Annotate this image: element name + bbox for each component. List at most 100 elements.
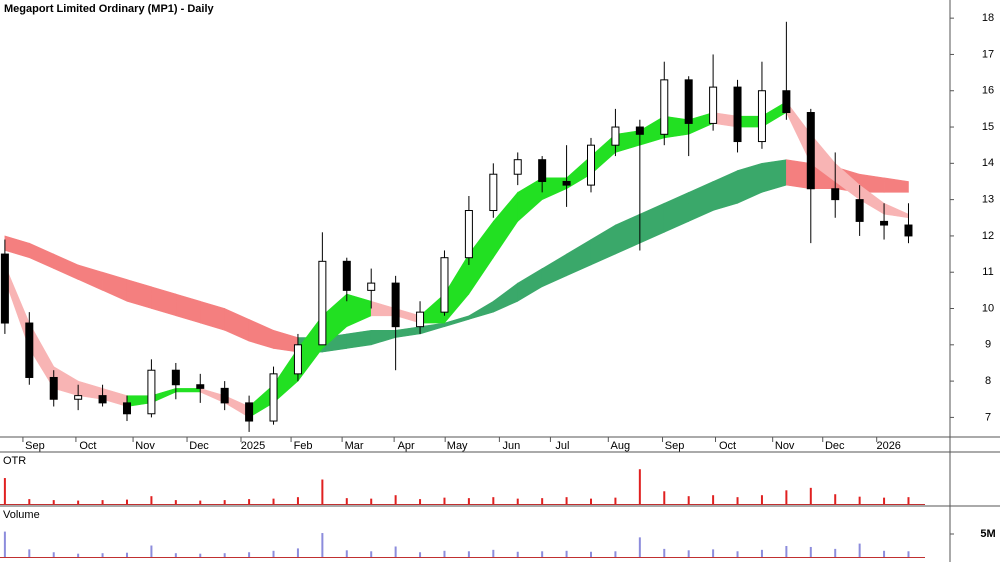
bar: [443, 550, 446, 558]
bar: [223, 500, 226, 505]
bar: [907, 497, 910, 505]
x-tick-label: Oct: [719, 440, 736, 452]
bar: [760, 549, 763, 558]
bar: [614, 497, 617, 505]
x-tick-label: 2025: [241, 440, 265, 452]
bar: [712, 549, 715, 558]
bar: [516, 498, 519, 505]
bar: [663, 548, 666, 558]
bar: [687, 496, 690, 505]
candle-body: [391, 282, 400, 328]
bar: [150, 545, 153, 558]
bar: [907, 551, 910, 558]
bar: [516, 551, 519, 558]
x-tick-label: Mar: [345, 440, 364, 452]
candle-body: [489, 173, 498, 212]
panel-title: OTR: [3, 455, 26, 467]
y-tick-label: 5M: [980, 528, 995, 540]
candle-body: [904, 224, 913, 237]
bar: [467, 551, 470, 558]
bar: [370, 551, 373, 558]
chart-title: Megaport Limited Ordinary (MP1) - Daily: [4, 3, 215, 15]
candle-body: [733, 86, 742, 143]
bar: [785, 546, 788, 558]
bar: [296, 497, 299, 505]
bar: [760, 495, 763, 505]
y-tick-label: 18: [982, 12, 994, 24]
candle-body: [367, 282, 376, 291]
bar: [541, 551, 544, 558]
candle-body: [880, 220, 889, 226]
x-tick-label: Jun: [503, 440, 521, 452]
x-tick-label: Nov: [775, 440, 795, 452]
bar: [638, 469, 641, 505]
bar: [590, 498, 593, 505]
candle-body: [440, 257, 449, 313]
bar: [541, 498, 544, 505]
y-tick-label: 12: [982, 230, 994, 242]
bar: [663, 491, 666, 505]
candle-body: [293, 344, 302, 375]
bar: [174, 500, 177, 505]
candle-body: [684, 79, 693, 124]
candle-body: [269, 373, 278, 422]
bar: [199, 553, 202, 558]
bar: [467, 498, 470, 505]
candle-body: [318, 260, 327, 346]
bar: [809, 487, 812, 505]
bar: [883, 550, 886, 558]
bar: [321, 533, 324, 558]
bar: [736, 551, 739, 558]
candle-body: [855, 199, 864, 222]
bar: [736, 497, 739, 505]
bar: [370, 498, 373, 505]
bar: [785, 490, 788, 505]
bar: [248, 552, 251, 558]
candle-body: [611, 126, 620, 146]
x-tick-label: Sep: [665, 440, 685, 452]
bar: [712, 495, 715, 505]
candle-body: [757, 90, 766, 143]
candle-body: [245, 402, 254, 422]
x-tick-label: Nov: [135, 440, 155, 452]
candle-body: [562, 180, 571, 186]
bar: [565, 497, 568, 505]
bar: [834, 494, 837, 505]
ribbon-segment: [883, 177, 909, 193]
y-tick-label: 15: [982, 121, 994, 133]
bar: [3, 531, 6, 558]
ribbon-segment: [175, 388, 201, 393]
y-tick-label: 17: [982, 48, 994, 60]
bar: [77, 553, 80, 558]
x-tick-label: Feb: [294, 440, 313, 452]
bar: [809, 546, 812, 558]
bar: [125, 499, 128, 505]
x-tick-label: Aug: [611, 440, 631, 452]
candle-body: [587, 144, 596, 186]
bar: [52, 552, 55, 558]
bar: [272, 498, 275, 505]
bar: [174, 553, 177, 558]
bar: [272, 550, 275, 558]
candle-body: [98, 395, 107, 404]
y-tick-label: 7: [985, 411, 991, 423]
x-tick-label: May: [447, 440, 468, 452]
x-tick-label: Dec: [189, 440, 209, 452]
candle-body: [25, 322, 34, 378]
candle-body: [74, 395, 83, 400]
bar: [443, 497, 446, 505]
candle-body: [635, 126, 644, 135]
bar: [101, 553, 104, 558]
bar: [492, 497, 495, 505]
bar: [52, 500, 55, 505]
candle-body: [513, 159, 522, 175]
bar: [834, 548, 837, 558]
x-tick-label: 2026: [876, 440, 900, 452]
bar: [345, 498, 348, 505]
candle-body: [782, 90, 791, 114]
candle-body: [831, 188, 840, 201]
bar: [77, 500, 80, 505]
bar: [321, 479, 324, 505]
candle-body: [49, 376, 58, 400]
